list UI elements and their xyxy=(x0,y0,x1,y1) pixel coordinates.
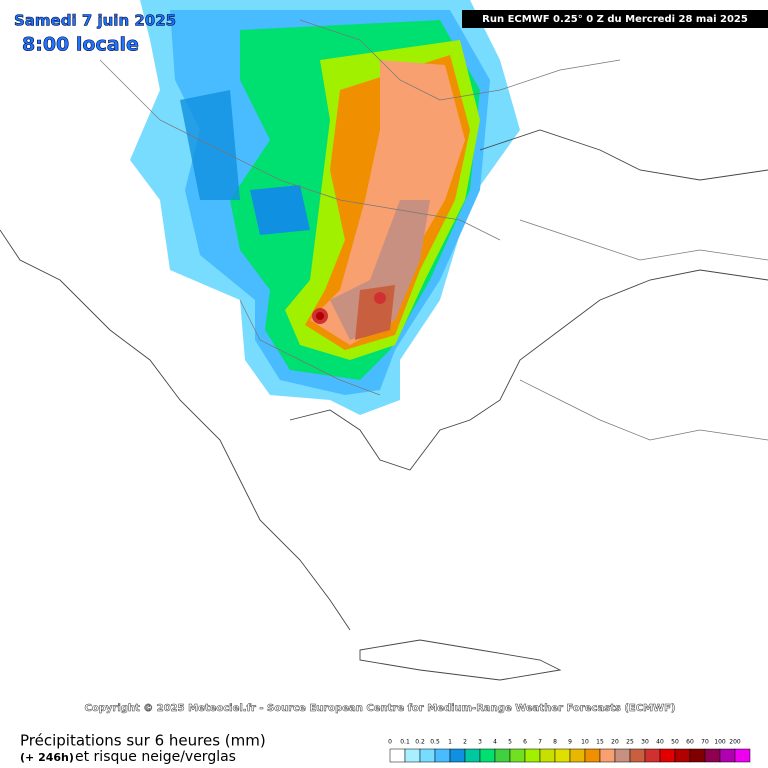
legend-swatch xyxy=(614,748,631,763)
legend-swatch xyxy=(704,748,721,763)
legend-label: 1 xyxy=(448,739,452,746)
legend-label: 9 xyxy=(568,739,572,746)
legend-label: 25 xyxy=(626,739,634,746)
legend-swatch xyxy=(644,748,661,763)
legend-label: 100 xyxy=(714,739,726,746)
legend-swatch xyxy=(629,748,646,763)
legend-swatch xyxy=(509,748,526,763)
legend-swatch xyxy=(494,748,511,763)
legend-label: 2 xyxy=(463,739,467,746)
legend-label: 200 xyxy=(729,739,741,746)
legend: 0 0.1 0.2 0.5 1 2 3 4 5 6 7 8 9 10 15 20 25 30 40 50 60 70 100… xyxy=(388,739,751,763)
legend-swatch xyxy=(479,748,496,763)
legend-swatch xyxy=(524,748,541,763)
legend-swatch xyxy=(599,748,616,763)
legend-label: 8 xyxy=(553,739,557,746)
legend-label: 30 xyxy=(641,739,649,746)
legend-swatch xyxy=(584,748,601,763)
legend-label: 0.2 xyxy=(415,739,425,746)
legend-swatch xyxy=(689,748,706,763)
run-box xyxy=(462,10,768,28)
legend-label: 5 xyxy=(508,739,512,746)
legend-swatch xyxy=(674,748,691,763)
legend-label: 50 xyxy=(671,739,679,746)
borders xyxy=(0,19,768,681)
legend-swatch xyxy=(419,748,436,763)
legend-label: 7 xyxy=(538,739,542,746)
legend-label: 4 xyxy=(493,739,497,746)
date: Samedi 7 juin 2025 xyxy=(14,12,176,30)
run-info: Run ECMWF 0.25° 0 Z du Mercredi 28 mai 2… xyxy=(482,14,748,25)
legend-label: 0.1 xyxy=(400,739,410,746)
legend-label: 0 xyxy=(388,739,392,746)
copyright: Copyright © 2025 Meteociel.fr - Source E… xyxy=(85,703,676,714)
legend-label: 0.5 xyxy=(430,739,440,746)
legend-label: 3 xyxy=(478,739,482,746)
legend-swatch xyxy=(434,748,451,763)
legend-swatch xyxy=(554,748,571,763)
legend-swatch xyxy=(569,748,586,763)
lead-time: (+ 246h) xyxy=(20,751,74,764)
legend-swatch xyxy=(719,748,736,763)
legend-label: 20 xyxy=(611,739,619,746)
legend-swatch xyxy=(734,748,751,763)
legend-swatch xyxy=(464,748,481,763)
legend-swatch xyxy=(404,748,421,763)
legend-swatch xyxy=(659,748,676,763)
footer-title: Précipitations sur 6 heures (mm) xyxy=(20,732,266,750)
legend-swatch xyxy=(389,748,406,763)
legend-swatch xyxy=(449,748,466,763)
legend-label: 60 xyxy=(686,739,694,746)
footer-subtitle: et risque neige/verglas xyxy=(75,749,236,765)
legend-label: 15 xyxy=(596,739,604,746)
legend-label: 40 xyxy=(656,739,664,746)
precipitation xyxy=(130,0,520,415)
legend-label: 70 xyxy=(701,739,709,746)
legend-label: 10 xyxy=(581,739,589,746)
legend-swatch xyxy=(539,748,556,763)
time: 8:00 locale xyxy=(22,34,139,56)
legend-label: 6 xyxy=(523,739,527,746)
